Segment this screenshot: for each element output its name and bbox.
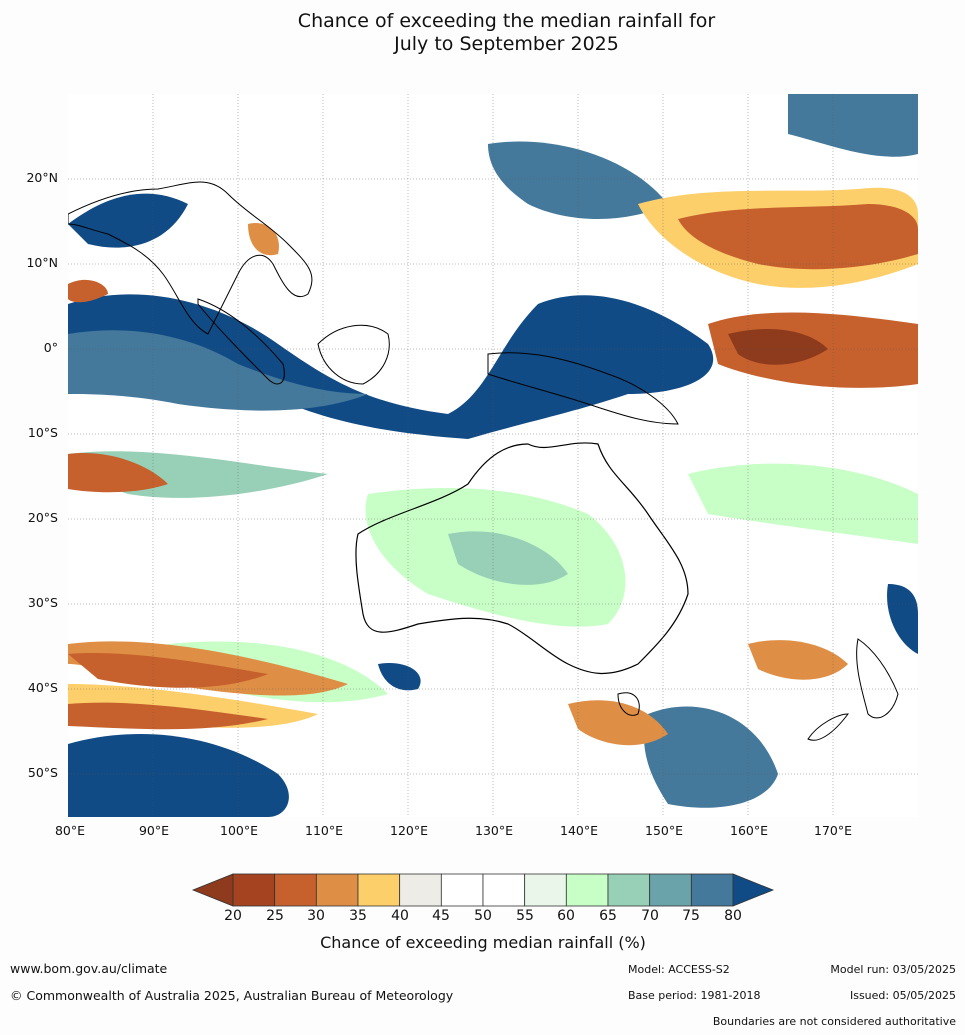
map-title: Chance of exceeding the median rainfall …: [0, 10, 965, 56]
model-name: Model: ACCESS-S2: [628, 963, 730, 976]
colorbar-over-arrow: [732, 873, 775, 907]
colorbar-segment: [232, 873, 276, 907]
copyright-notice: © Commonwealth of Australia 2025, Austra…: [10, 988, 454, 1003]
website-link[interactable]: www.bom.gov.au/climate: [10, 961, 168, 976]
colorbar-segment: [482, 873, 526, 907]
lat-tick-0: 0°: [43, 340, 58, 355]
tasmania-coastline: [617, 692, 640, 716]
issued-date: Issued: 05/05/2025: [849, 989, 956, 1002]
new-zealand-coastline: [807, 638, 899, 741]
colorbar-under-arrow: [191, 873, 234, 907]
colorbar-label: 20: [224, 908, 242, 924]
rainfall-map-svg: [68, 94, 918, 817]
colorbar-segment: [357, 873, 401, 907]
lon-tick-140e: 140°E: [559, 823, 599, 838]
model-run-date: Model run: 03/05/2025: [830, 963, 956, 976]
sumatra-coastline: [197, 298, 285, 385]
colorbar-label: 70: [641, 908, 659, 924]
colorbar-segment: [607, 873, 651, 907]
new-guinea-coastline: [487, 352, 679, 425]
lon-tick-170e: 170°E: [813, 823, 853, 838]
lat-tick-20n: 20°N: [26, 170, 58, 185]
colorbar-label: 30: [307, 908, 325, 924]
base-period: Base period: 1981-2018: [628, 989, 761, 1002]
lon-tick-120e: 120°E: [389, 823, 429, 838]
lat-tick-10n: 10°N: [26, 255, 58, 270]
lon-tick-130e: 130°E: [474, 823, 514, 838]
colorbar-segment: [649, 873, 692, 907]
lon-tick-160e: 160°E: [729, 823, 769, 838]
colorbar-segment: [399, 873, 442, 907]
colorbar-segment: [690, 873, 734, 907]
lon-tick-90e: 90°E: [138, 823, 170, 838]
colorbar-label: 60: [557, 908, 575, 924]
colorbar-label: 75: [682, 908, 700, 924]
title-line-2: July to September 2025: [394, 33, 619, 55]
colorbar-label: 80: [724, 908, 742, 924]
lon-tick-150e: 150°E: [644, 823, 684, 838]
colorbar: [191, 873, 775, 907]
colorbar-segment: [315, 873, 359, 907]
lat-tick-40s: 40°S: [27, 680, 58, 695]
colorbar-label: 40: [391, 908, 409, 924]
boundaries-disclaimer: Boundaries are not considered authoritat…: [712, 1015, 956, 1028]
asia-coastline: [68, 181, 313, 335]
title-line-1: Chance of exceeding the median rainfall …: [297, 10, 716, 32]
colorbar-segments: [232, 873, 734, 907]
lon-tick-100e: 100°E: [219, 823, 259, 838]
colorbar-label: 35: [349, 908, 367, 924]
colorbar-label: 50: [474, 908, 492, 924]
colorbar-segment: [524, 873, 567, 907]
lon-tick-80e: 80°E: [54, 823, 86, 838]
lon-tick-110e: 110°E: [304, 823, 344, 838]
colorbar-segment: [440, 873, 484, 907]
colorbar-title: Chance of exceeding median rainfall (%): [320, 933, 646, 952]
lat-tick-20s: 20°S: [27, 510, 58, 525]
colorbar-segment: [274, 873, 317, 907]
australia-coastline: [355, 442, 689, 675]
colorbar-label: 65: [599, 908, 617, 924]
lat-tick-10s: 10°S: [27, 425, 58, 440]
colorbar-label: 25: [266, 908, 284, 924]
lat-tick-50s: 50°S: [27, 765, 58, 780]
graticule: [68, 94, 918, 817]
rainfall-map: [68, 94, 918, 817]
dry-regions: [68, 187, 918, 746]
colorbar-label: 55: [516, 908, 534, 924]
colorbar-label: 45: [432, 908, 450, 924]
lat-tick-30s: 30°S: [27, 595, 58, 610]
colorbar-segment: [565, 873, 609, 907]
borneo-coastline: [317, 324, 390, 385]
